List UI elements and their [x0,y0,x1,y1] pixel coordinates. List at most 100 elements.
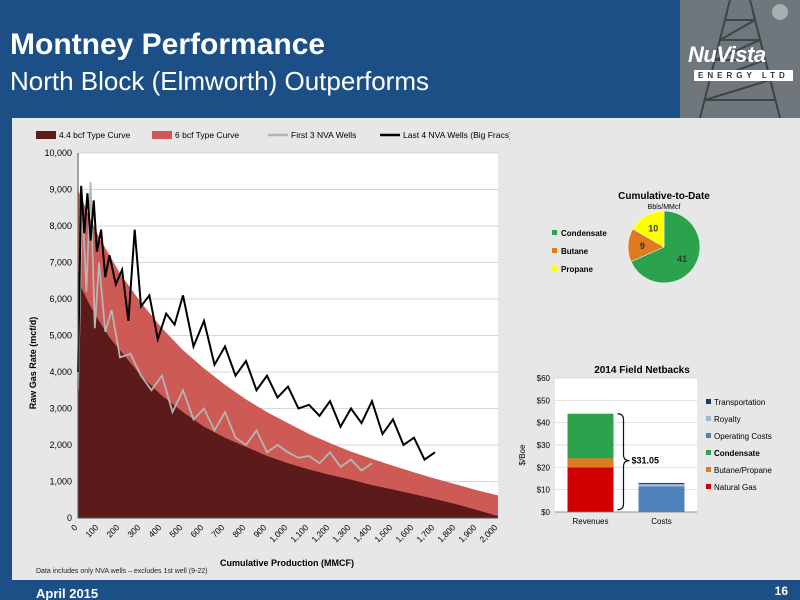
x-tick-label: 400 [146,522,163,539]
chart-areas [78,189,498,518]
x-tick-label: 1,400 [351,522,373,544]
pie-legend-label: Propane [561,265,594,274]
pie-value-label: 41 [677,254,687,264]
y-tick-label: 6,000 [49,294,72,304]
pie-legend-swatch [552,248,557,253]
y-tick-label: 9,000 [49,185,72,195]
x-tick-label: 100 [83,522,100,539]
logo-subtext: ENERGY LTD [694,70,793,81]
pie-slices: 41 910 [627,210,701,284]
pie-legend-swatch [552,230,557,235]
bar-y-axis-label: $/Boe [518,444,527,465]
bar-segment [567,458,614,468]
bar-segment [638,482,685,485]
x-tick-label: 300 [125,522,142,539]
x-tick-label: 1,500 [372,522,394,544]
legend-label: 4.4 bcf Type Curve [59,130,130,140]
bar-legend-label: Transportation [714,398,765,407]
bar-legend-label: Butane/Propane [714,466,772,475]
bar-legend-swatch [706,433,711,438]
bar-chart-title: 2014 Field Netbacks [594,365,690,376]
x-axis-label: Cumulative Production (MMCF) [220,558,354,568]
chart-axes [77,153,498,519]
page-number: 16 [774,584,788,598]
bracket-line [617,413,630,511]
pie-subtitle: Bbls/MMcf [648,204,681,211]
pie-value-label: 9 [640,241,645,251]
bar-segment [638,484,685,487]
y-tick-label: 7,000 [49,258,72,268]
y-axis-label: Raw Gas Rate (mcf/d) [28,317,38,410]
pie-title: Cumulative-to-Date [618,191,710,202]
y-tick-label: 3,000 [49,404,72,414]
bar-y-tick-label: $50 [537,396,551,405]
legend-swatch [152,131,172,139]
bar-segment [567,467,614,512]
netback-annotation: $31.05 [632,456,660,466]
x-tick-label: 800 [230,522,247,539]
page-title: Montney Performance [10,28,326,61]
bar-legend-label: Condensate [714,449,760,458]
pie-value-label: 10 [648,223,658,233]
y-tick-label: 0 [67,513,72,523]
pie-legend: Condensate Butane Propane [552,229,607,274]
x-tick-label: 1,900 [456,522,478,544]
bar-legend-swatch [706,416,711,421]
logo: NuVista [688,42,766,67]
bar-legend-swatch [706,450,711,455]
series-line-first-3-wells [77,182,373,472]
pie-legend-label: Butane [561,247,589,256]
derrick-image [680,0,800,118]
series-line-last-4-wells [77,185,436,462]
chart-lines [77,182,436,472]
bar-annotation: $31.05 [617,413,660,511]
legend-label: 6 bcf Type Curve [175,130,239,140]
chart-legend: 4.4 bcf Type Curve 6 bcf Type Curve First … [36,130,510,140]
x-tick-label: 900 [251,522,268,539]
bar-legend-label: Royalty [714,415,741,424]
header-bar [0,0,680,118]
x-tick-label: 1,200 [309,522,331,544]
bar-legend-swatch [706,484,711,489]
bar-legend-label: Operating Costs [714,432,772,441]
page-subtitle: North Block (Elmworth) Outperforms [10,66,429,96]
footer-bar [0,580,800,600]
y-tick-label: 10,000 [44,148,72,158]
decline-chart: 4.4 bcf Type Curve 6 bcf Type Curve First … [28,130,510,568]
footer-date: April 2015 [36,586,99,600]
x-tick-label: 1,800 [435,522,457,544]
bar-legend-label: Natural Gas [714,483,757,492]
x-tick-label: 1,000 [267,522,289,544]
x-tick-label: 700 [209,522,226,539]
x-tick-label: 1,600 [393,522,415,544]
x-tick-label: 0 [69,522,80,533]
legend-label: First 3 NVA Wells [291,130,356,140]
bar-legend-swatch [706,467,711,472]
x-tick-label: 600 [188,522,205,539]
bar-segment [638,486,685,512]
legend-label: Last 4 NVA Wells (Big Fracs) [403,130,510,140]
bar-y-tick-label: $30 [537,441,551,450]
logo-panel: NuVista ENERGY LTD [680,0,800,118]
bar-y-tick-label: $20 [537,463,551,472]
bar-legend: Transportation Royalty Operating Costs Cond… [706,398,772,492]
pie-slice [632,210,665,248]
bar-y-tick-label: $0 [541,508,550,517]
x-tick-label: 1,300 [330,522,352,544]
y-tick-label: 1,000 [49,477,72,487]
y-tick-label: 2,000 [49,440,72,450]
bar-segment [567,413,614,459]
content-edge [0,118,12,580]
bar-legend-swatch [706,399,711,404]
netbacks-chart: 2014 Field Netbacks $0 $10 $20 $30 $40 $50 $60… [518,365,772,526]
pie-legend-label: Condensate [561,229,607,238]
bar-y-tick-label: $10 [537,486,551,495]
series-area-4-4-bcf [78,280,498,518]
pie-legend-swatch [552,266,557,271]
y-tick-label: 4,000 [49,367,72,377]
bar-category-label: Costs [651,517,671,526]
x-tick-label: 500 [167,522,184,539]
x-tick-label: 1,700 [414,522,436,544]
x-tick-label: 200 [104,522,121,539]
bar-category-label: Revenues [572,517,608,526]
